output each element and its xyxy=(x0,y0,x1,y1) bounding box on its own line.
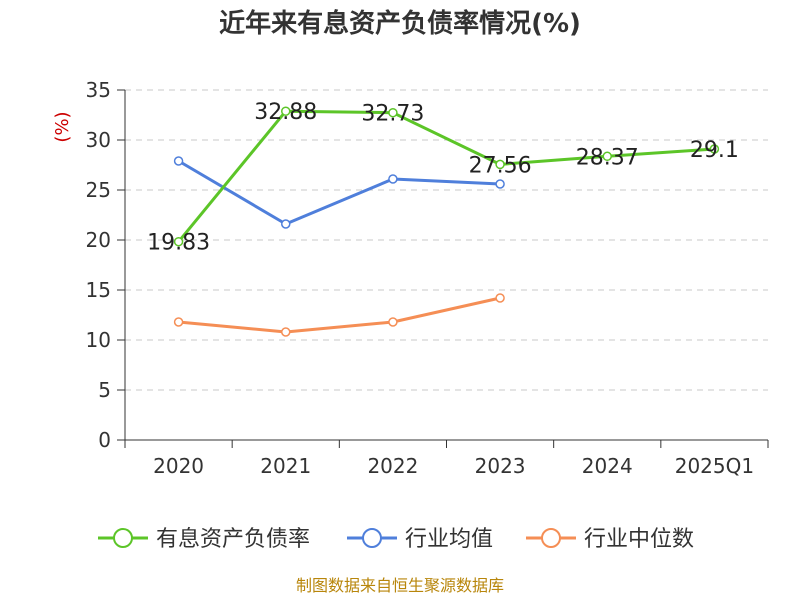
legend-marker xyxy=(541,528,561,548)
y-tick-label: 5 xyxy=(98,378,111,402)
data-point xyxy=(281,106,291,116)
x-axis-ticks: 2020 2021 2022 2023 2024 2025Q1 xyxy=(124,440,769,478)
data-point xyxy=(173,236,184,247)
data-point xyxy=(281,219,291,229)
series-line xyxy=(177,159,501,226)
y-tick-label: 25 xyxy=(86,178,111,202)
legend: 有息资产负债率 行业均值 行业中位数 xyxy=(98,527,694,552)
data-point xyxy=(495,159,505,170)
y-axis-label: (%) xyxy=(52,111,73,142)
legend-label: 行业中位数 xyxy=(584,527,694,552)
series-1 xyxy=(173,156,505,229)
x-tick-label: 2021 xyxy=(260,454,311,478)
y-tick-label: 0 xyxy=(98,428,111,452)
y-tick-label: 10 xyxy=(86,328,111,352)
series-0 xyxy=(173,106,720,247)
series-group xyxy=(173,106,720,337)
y-tick-label: 35 xyxy=(86,78,111,102)
legend-item: 行业中位数 xyxy=(526,527,694,552)
data-point xyxy=(602,151,612,162)
data-label: 32.88 xyxy=(254,100,317,125)
data-point xyxy=(495,293,505,303)
y-axis-ticks: 0 5 10 15 20 25 30 35 xyxy=(86,78,125,452)
data-label: 29.1 xyxy=(690,138,739,163)
axes xyxy=(124,90,768,441)
series-line xyxy=(177,109,715,243)
source-note: 制图数据来自恒生聚源数据库 xyxy=(296,576,504,595)
x-tick-label: 2024 xyxy=(582,454,633,478)
data-label: 28.37 xyxy=(576,145,639,170)
data-label: 27.56 xyxy=(469,153,532,178)
data-point xyxy=(173,156,184,166)
y-tick-label: 20 xyxy=(86,228,111,252)
series-2 xyxy=(173,293,505,337)
chart-title: 近年来有息资产负债率情况(%) xyxy=(219,8,581,39)
legend-label: 行业均值 xyxy=(405,527,493,552)
data-point xyxy=(388,174,398,184)
series-line xyxy=(178,296,501,334)
legend-item: 行业均值 xyxy=(347,527,493,552)
data-point xyxy=(173,317,184,327)
legend-marker xyxy=(113,528,133,548)
x-tick-label: 2020 xyxy=(153,454,204,478)
data-label: 32.73 xyxy=(361,102,424,127)
legend-item: 有息资产负债率 xyxy=(98,527,310,552)
data-point xyxy=(281,327,291,337)
y-tick-label: 15 xyxy=(86,278,111,302)
legend-label: 有息资产负债率 xyxy=(156,527,310,552)
data-label: 19.83 xyxy=(147,231,210,256)
legend-marker xyxy=(362,528,382,548)
data-point xyxy=(388,317,398,327)
x-tick-label: 2022 xyxy=(367,454,418,478)
y-tick-label: 30 xyxy=(86,128,111,152)
data-point xyxy=(495,179,505,189)
gridlines xyxy=(125,89,768,391)
data-point xyxy=(388,107,398,118)
data-point xyxy=(709,144,720,154)
x-tick-label: 2025Q1 xyxy=(675,454,754,478)
x-tick-label: 2023 xyxy=(475,454,526,478)
data-labels: 19.83 32.88 32.73 27.56 28.37 29.1 xyxy=(147,100,739,256)
